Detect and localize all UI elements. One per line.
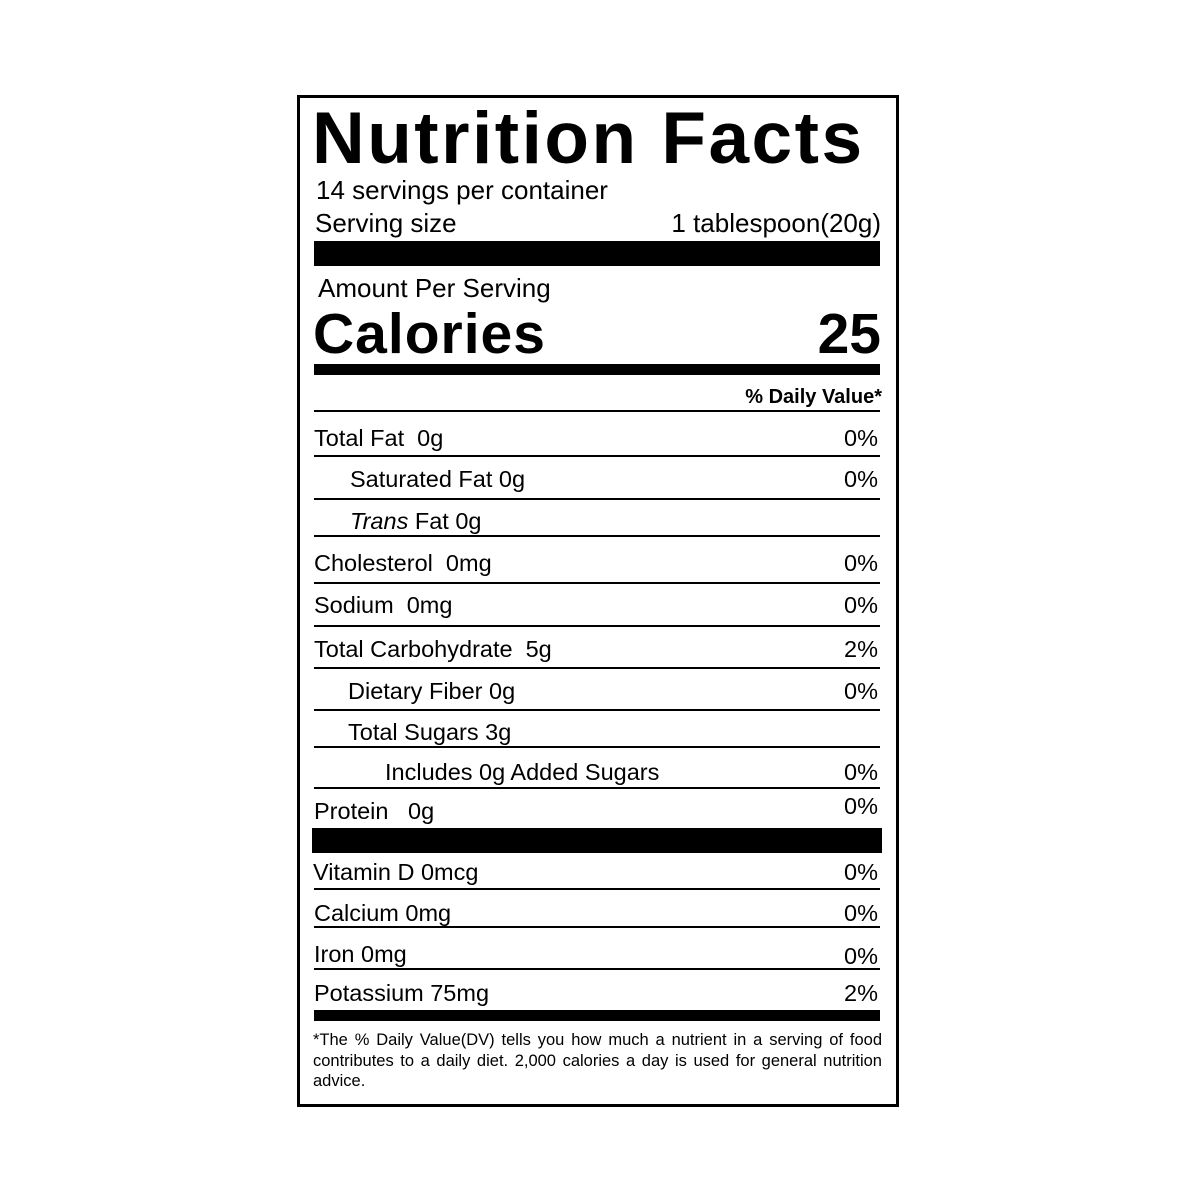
- nutrient-row-total-carbohydrate: Total Carbohydrate 5g 2%: [314, 634, 878, 664]
- nutrient-name: Total Carbohydrate 5g: [314, 636, 552, 662]
- divider: [314, 625, 880, 627]
- divider: [314, 926, 880, 928]
- label-title: Nutrition Facts: [312, 98, 865, 179]
- divider: [314, 709, 880, 711]
- nutrient-row-dietary-fiber: Dietary Fiber 0g 0%: [314, 676, 878, 706]
- vitamin-name: Vitamin D 0mcg: [313, 859, 479, 885]
- medium-divider: [314, 364, 880, 375]
- nutrient-name: Fat 0g: [408, 508, 482, 534]
- nutrient-name: Includes 0g Added Sugars: [385, 759, 660, 785]
- nutrient-row-total-fat: Total Fat 0g 0%: [314, 423, 878, 453]
- nutrient-name: Dietary Fiber 0g: [348, 678, 516, 704]
- divider: [314, 888, 880, 890]
- nutrient-dv: 2%: [844, 636, 878, 662]
- vitamin-row-calcium: Calcium 0mg 0%: [314, 898, 878, 928]
- nutrient-dv: 0%: [844, 793, 878, 819]
- nutrient-row-saturated-fat: Saturated Fat 0g 0%: [314, 464, 878, 494]
- serving-size-value: 1 tablespoon(20g): [671, 208, 881, 238]
- nutrition-label-frame: [297, 95, 899, 1107]
- vitamin-row-iron: Iron 0mg 0%: [314, 939, 878, 969]
- nutrient-name-italic: Trans: [350, 508, 409, 534]
- vitamin-name: Potassium 75mg: [314, 980, 490, 1006]
- vitamin-row-potassium: Potassium 75mg 2%: [314, 978, 878, 1008]
- vitamin-dv: 0%: [844, 859, 878, 885]
- medium-divider: [314, 1010, 880, 1021]
- divider: [314, 787, 880, 789]
- nutrient-name: Sodium 0mg: [314, 592, 453, 618]
- nutrient-dv: 0%: [844, 466, 878, 492]
- vitamin-dv: 2%: [844, 980, 878, 1006]
- nutrient-row-total-sugars: Total Sugars 3g: [314, 717, 878, 747]
- nutrient-row-trans-fat: Trans Fat 0g: [314, 506, 878, 536]
- divider: [314, 455, 880, 457]
- divider: [314, 968, 880, 970]
- nutrient-dv: 0%: [844, 425, 878, 451]
- daily-value-footnote: *The % Daily Value(DV) tells you how muc…: [313, 1031, 882, 1090]
- vitamin-dv: 0%: [844, 900, 878, 926]
- nutrient-dv: 0%: [844, 550, 878, 576]
- divider: [314, 667, 880, 669]
- serving-size-label: Serving size: [315, 208, 457, 238]
- nutrient-name: Total Sugars 3g: [348, 719, 512, 745]
- nutrient-row-sodium: Sodium 0mg 0%: [314, 590, 878, 620]
- nutrient-row-added-sugars: Includes 0g Added Sugars 0%: [314, 757, 878, 787]
- calories-value: 25: [817, 302, 881, 366]
- divider: [314, 746, 880, 748]
- divider: [314, 498, 880, 500]
- thick-divider: [314, 241, 880, 266]
- calories-label: Calories: [313, 302, 546, 366]
- servings-per-container: 14 servings per container: [316, 175, 608, 205]
- vitamin-dv: 0%: [844, 943, 878, 969]
- amount-per-serving: Amount Per Serving: [318, 273, 551, 303]
- nutrient-dv: 0%: [844, 678, 878, 704]
- daily-value-header: % Daily Value*: [745, 386, 882, 408]
- nutrient-name: Cholesterol 0mg: [314, 550, 492, 576]
- vitamin-name: Iron 0mg: [314, 941, 407, 967]
- nutrient-row-protein: Protein 0g 0%: [314, 793, 878, 824]
- divider: [314, 535, 880, 537]
- nutrient-dv: 0%: [844, 759, 878, 785]
- nutrient-dv: 0%: [844, 592, 878, 618]
- divider: [314, 582, 880, 584]
- nutrient-name: Protein 0g: [314, 798, 435, 824]
- nutrient-row-cholesterol: Cholesterol 0mg 0%: [314, 548, 878, 578]
- vitamin-row-vitamin-d: Vitamin D 0mcg 0%: [313, 857, 878, 887]
- vitamin-name: Calcium 0mg: [314, 900, 452, 926]
- thick-divider: [312, 828, 882, 853]
- divider: [314, 410, 880, 412]
- nutrient-name: Saturated Fat 0g: [350, 466, 526, 492]
- nutrient-name: Total Fat 0g: [314, 425, 444, 451]
